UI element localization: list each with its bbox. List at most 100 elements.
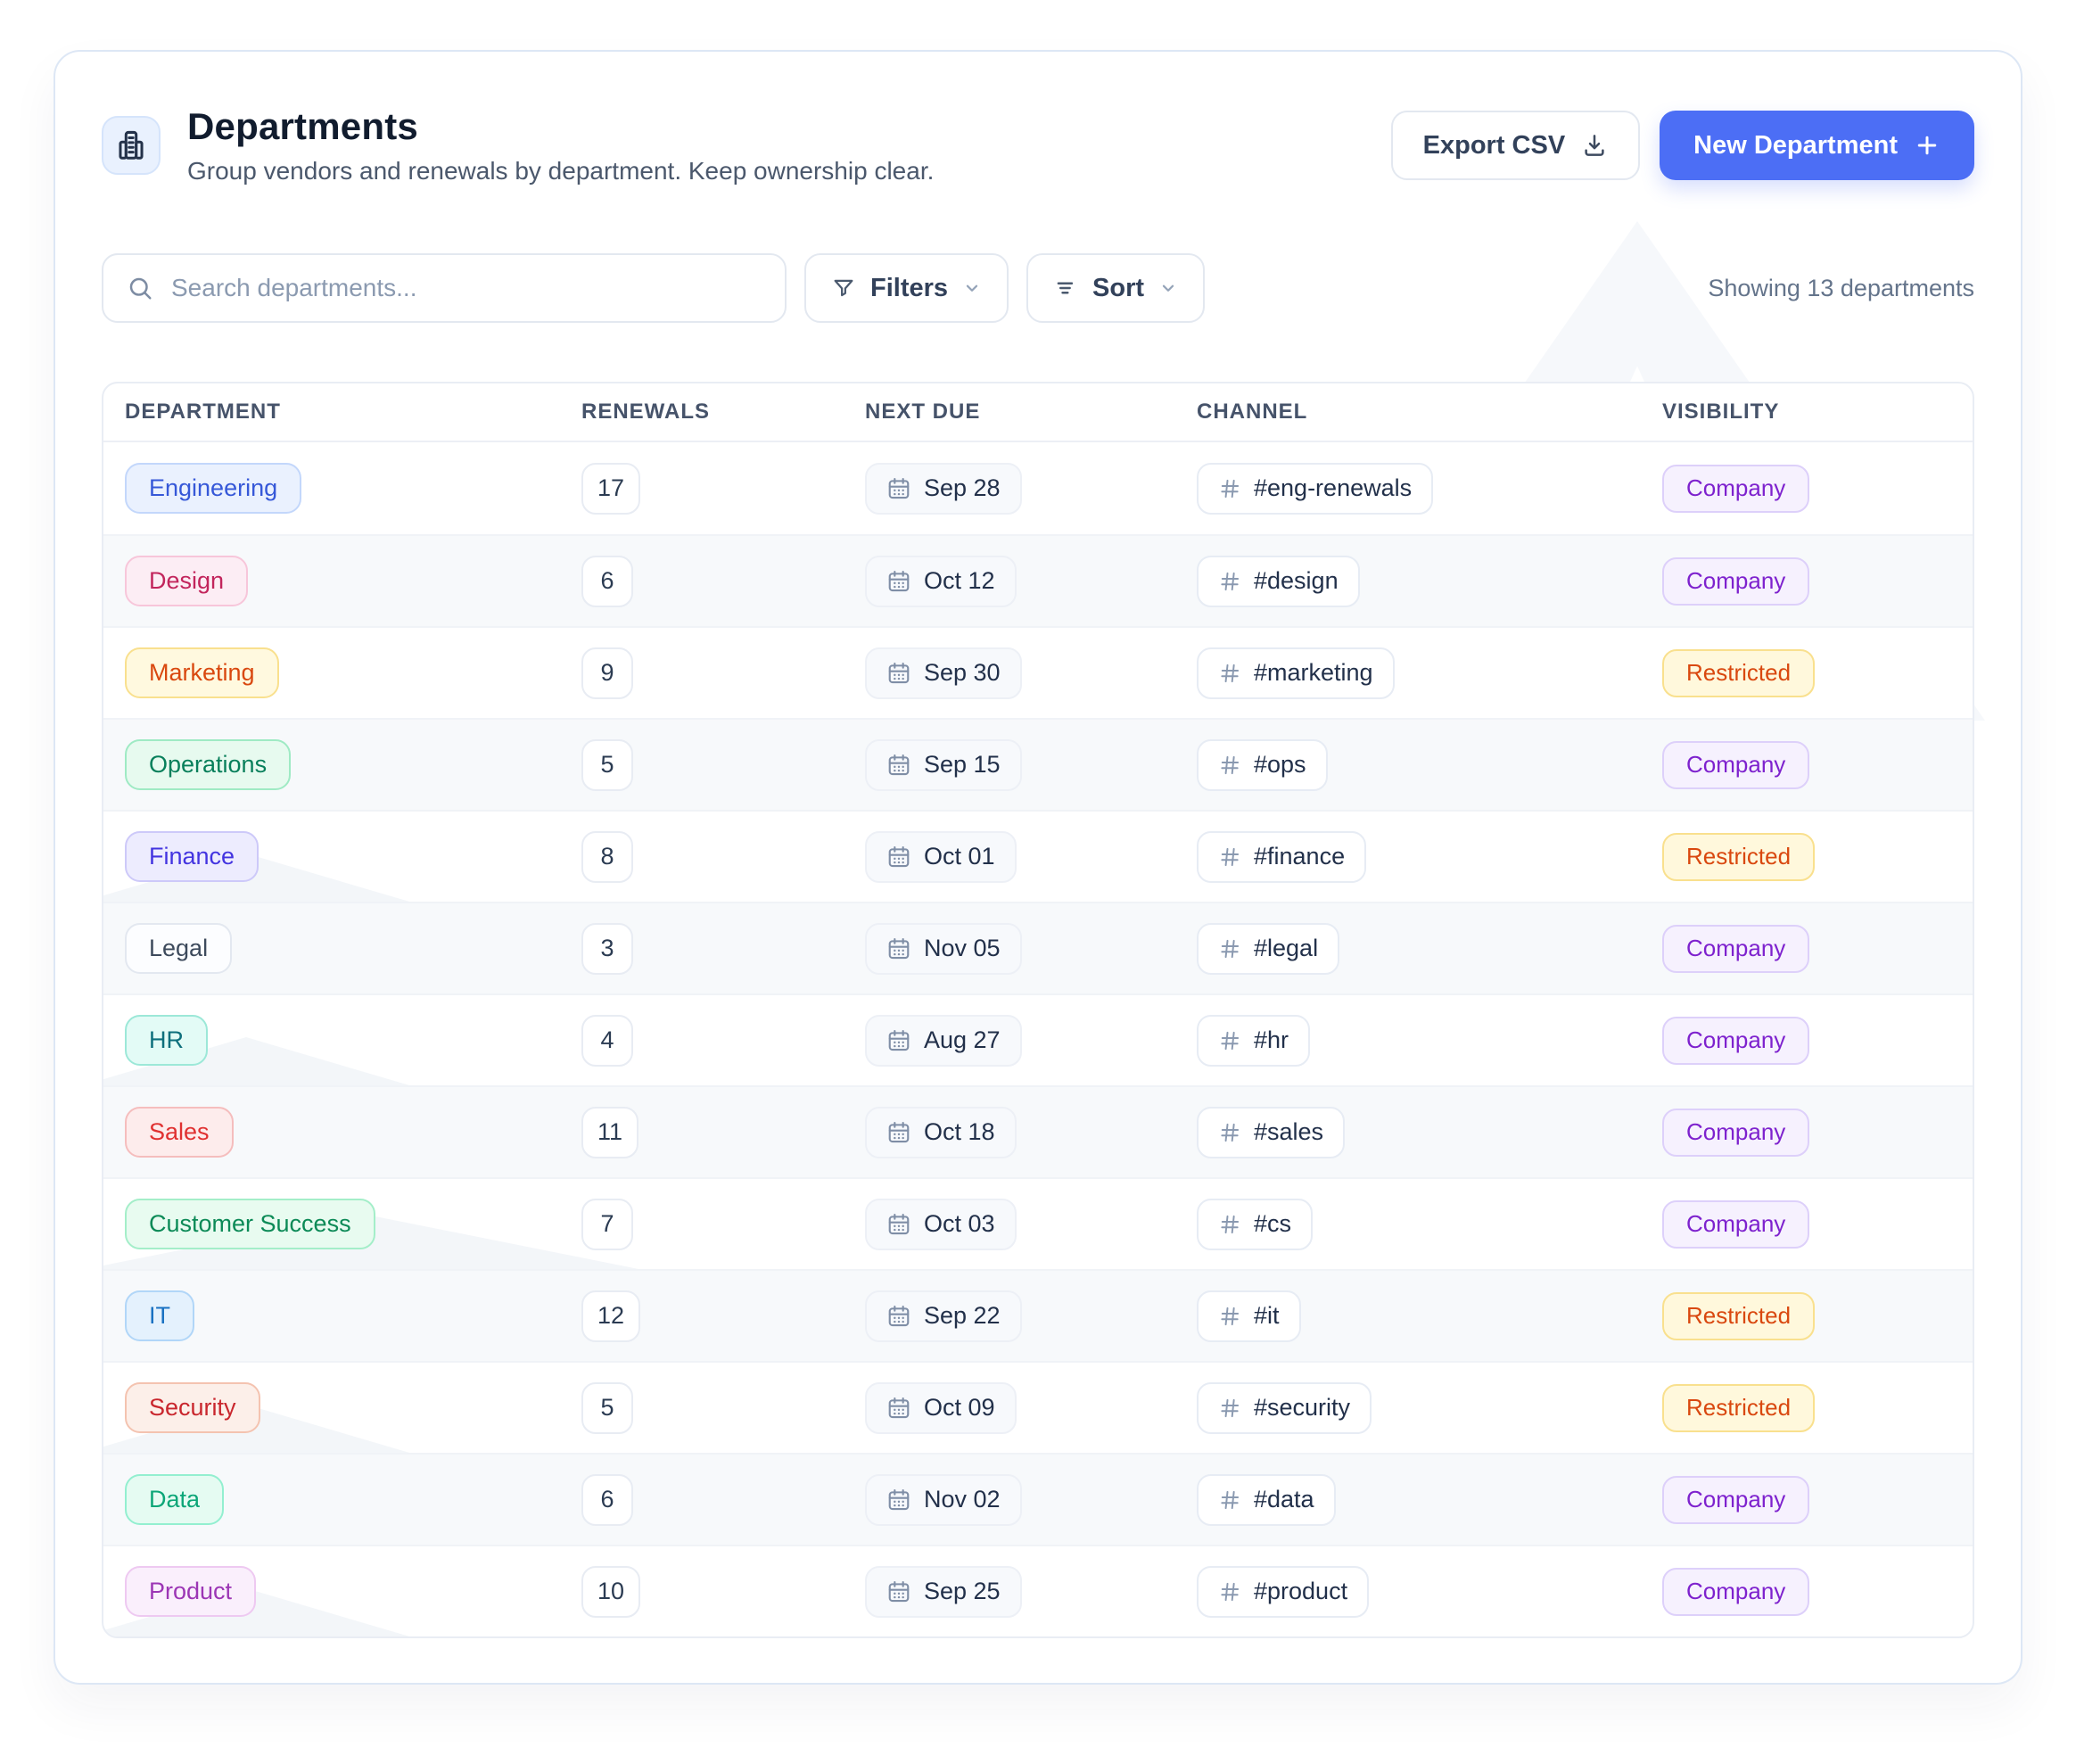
next-due-cell: Oct 12 — [865, 555, 1197, 607]
table-row[interactable]: Design 6 Oct 12 — [103, 534, 1973, 626]
visibility-badge: Company — [1662, 464, 1810, 513]
department-badge[interactable]: Engineering — [125, 463, 302, 514]
channel-pill[interactable]: #product — [1197, 1565, 1370, 1618]
chevron-down-icon — [966, 284, 978, 292]
visibility-cell: Company — [1662, 1475, 1973, 1524]
channel-name: #data — [1254, 1486, 1314, 1513]
department-badge[interactable]: IT — [125, 1290, 194, 1341]
column-header-visibility: Visibility — [1662, 400, 1780, 424]
table-row[interactable]: Data 6 Nov 02 — [103, 1453, 1973, 1545]
table-row[interactable]: Finance 8 Oct 01 — [103, 810, 1973, 902]
next-due-date: Oct 12 — [924, 567, 995, 594]
column-header-renewals: Renewals — [581, 400, 711, 424]
next-due-pill: Sep 28 — [865, 462, 1022, 515]
next-due-date: Sep 22 — [924, 1302, 1001, 1329]
new-department-button[interactable]: New Department — [1660, 111, 1974, 180]
visibility-cell: Company — [1662, 1567, 1973, 1616]
channel-name: #cs — [1254, 1210, 1292, 1237]
department-cell: Legal — [103, 923, 581, 974]
sort-lines-icon — [1057, 282, 1074, 294]
table-row[interactable]: HR 4 Aug 27 — [103, 993, 1973, 1085]
channel-pill[interactable]: #cs — [1197, 1198, 1314, 1250]
visibility-badge: Company — [1662, 1016, 1810, 1065]
calendar-icon — [888, 937, 910, 959]
table-row[interactable]: IT 12 Sep 22 — [103, 1269, 1973, 1361]
department-badge[interactable]: Customer Success — [125, 1199, 375, 1249]
sort-label: Sort — [1092, 273, 1145, 302]
department-cell: Customer Success — [103, 1199, 581, 1249]
next-due-pill: Aug 27 — [865, 1014, 1022, 1067]
table-row[interactable]: Security 5 Oct 09 — [103, 1361, 1973, 1453]
channel-pill[interactable]: #eng-renewals — [1197, 462, 1434, 515]
department-badge[interactable]: Design — [125, 556, 249, 606]
channel-cell: #sales — [1197, 1106, 1662, 1158]
calendar-icon — [888, 1580, 910, 1602]
hash-icon — [1221, 572, 1240, 590]
calendar-icon — [888, 1305, 910, 1326]
visibility-cell: Restricted — [1662, 832, 1973, 881]
sort-button[interactable]: Sort — [1026, 253, 1206, 323]
renewals-count: 6 — [581, 555, 633, 607]
page-titles: Departments Group vendors and renewals b… — [187, 105, 934, 185]
renewals-cell: 7 — [581, 1198, 865, 1250]
table-row[interactable]: Marketing 9 Sep 30 — [103, 626, 1973, 718]
department-badge[interactable]: Operations — [125, 739, 292, 790]
table-row[interactable]: Product 10 Sep 25 — [103, 1545, 1973, 1636]
departments-card: Departments Group vendors and renewals b… — [54, 50, 2022, 1685]
column-header-next-due: Next due — [865, 400, 981, 424]
channel-pill[interactable]: #finance — [1197, 830, 1367, 883]
renewals-count: 5 — [581, 738, 633, 791]
next-due-cell: Sep 30 — [865, 647, 1197, 699]
department-badge[interactable]: Legal — [125, 923, 233, 974]
table-row[interactable]: Customer Success 7 Oct 03 — [103, 1177, 1973, 1269]
channel-pill[interactable]: #design — [1197, 555, 1360, 607]
renewals-cell: 4 — [581, 1014, 865, 1067]
channel-cell: #marketing — [1197, 647, 1662, 699]
next-due-date: Oct 18 — [924, 1118, 995, 1145]
column-header-department: Department — [125, 400, 281, 424]
next-due-pill: Nov 02 — [865, 1473, 1022, 1526]
visibility-badge: Company — [1662, 924, 1810, 973]
table-row[interactable]: Legal 3 Nov 05 — [103, 902, 1973, 993]
channel-pill[interactable]: #sales — [1197, 1106, 1346, 1158]
visibility-cell: Restricted — [1662, 648, 1973, 697]
channel-name: #security — [1254, 1394, 1351, 1421]
channel-pill[interactable]: #ops — [1197, 738, 1328, 791]
department-badge[interactable]: Marketing — [125, 647, 279, 698]
search-input[interactable] — [171, 274, 762, 302]
channel-pill[interactable]: #data — [1197, 1473, 1336, 1526]
visibility-cell: Company — [1662, 1199, 1973, 1249]
department-badge[interactable]: HR — [125, 1015, 208, 1066]
renewals-cell: 17 — [581, 462, 865, 515]
channel-pill[interactable]: #security — [1197, 1381, 1372, 1434]
renewals-count: 6 — [581, 1473, 633, 1526]
renewals-count: 3 — [581, 922, 633, 975]
channel-pill[interactable]: #it — [1197, 1290, 1301, 1342]
renewals-count: 7 — [581, 1198, 633, 1250]
department-badge[interactable]: Finance — [125, 831, 260, 882]
table-row[interactable]: Sales 11 Oct 18 — [103, 1085, 1973, 1177]
export-csv-button[interactable]: Export CSV — [1390, 111, 1641, 180]
channel-pill[interactable]: #marketing — [1197, 647, 1395, 699]
department-badge[interactable]: Product — [125, 1566, 257, 1617]
visibility-badge: Company — [1662, 1108, 1810, 1157]
channel-cell: #it — [1197, 1290, 1662, 1342]
channel-pill[interactable]: #hr — [1197, 1014, 1311, 1067]
visibility-badge: Company — [1662, 740, 1810, 789]
renewals-cell: 5 — [581, 738, 865, 791]
table-row[interactable]: Operations 5 Sep 15 — [103, 718, 1973, 810]
calendar-icon — [888, 845, 910, 867]
channel-pill[interactable]: #legal — [1197, 922, 1340, 975]
visibility-badge: Restricted — [1662, 1383, 1816, 1432]
table-row[interactable]: Engineering 17 Sep 28 — [103, 442, 1973, 534]
calendar-icon — [888, 1121, 910, 1142]
filters-button[interactable]: Filters — [804, 253, 1009, 323]
department-badge[interactable]: Security — [125, 1382, 260, 1433]
department-cell: Data — [103, 1474, 581, 1525]
department-badge[interactable]: Data — [125, 1474, 225, 1525]
renewals-cell: 3 — [581, 922, 865, 975]
visibility-cell: Company — [1662, 740, 1973, 789]
channel-cell: #cs — [1197, 1198, 1662, 1250]
department-badge[interactable]: Sales — [125, 1107, 234, 1158]
visibility-badge: Company — [1662, 556, 1810, 606]
